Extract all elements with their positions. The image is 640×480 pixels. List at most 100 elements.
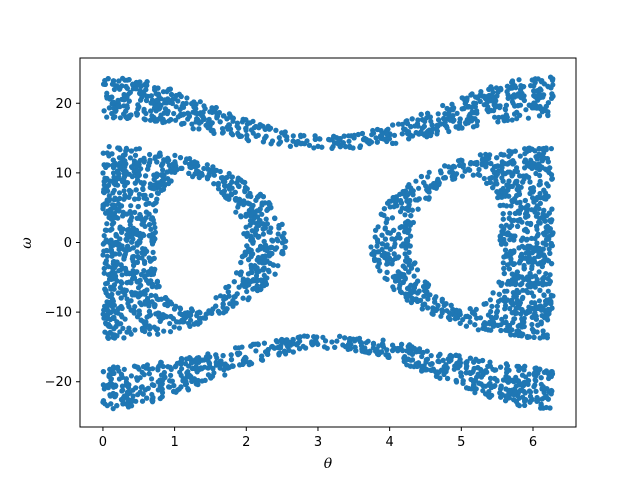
scatter-point: [520, 294, 526, 300]
scatter-point: [119, 280, 125, 286]
scatter-point: [136, 285, 142, 291]
scatter-point: [461, 105, 467, 112]
scatter-point: [248, 253, 254, 260]
scatter-point: [512, 332, 518, 338]
scatter-point: [408, 186, 414, 193]
scatter-point: [140, 186, 146, 192]
scatter-point: [401, 355, 407, 361]
scatter-point: [491, 170, 497, 176]
scatter-point: [152, 200, 158, 206]
scatter-point: [147, 117, 154, 123]
scatter-point: [379, 241, 385, 247]
scatter-point: [147, 181, 153, 187]
scatter-point: [108, 310, 114, 316]
scatter-point: [148, 108, 154, 114]
scatter-point: [199, 378, 205, 384]
scatter-point: [198, 172, 204, 178]
scatter-point: [429, 122, 435, 128]
scatter-point: [115, 97, 121, 103]
scatter-point: [439, 307, 445, 313]
scatter-point: [359, 130, 365, 137]
scatter-point: [175, 114, 181, 120]
scatter-point: [228, 357, 235, 363]
scatter-point: [412, 282, 418, 288]
scatter-point: [234, 123, 240, 129]
scatter-point: [498, 241, 505, 247]
scatter-point: [282, 244, 288, 250]
scatter-point: [381, 206, 387, 212]
scatter-point: [215, 186, 222, 192]
scatter-point: [111, 202, 117, 209]
scatter-point: [228, 352, 234, 358]
scatter-point: [522, 390, 528, 396]
scatter-point: [148, 226, 154, 232]
scatter-point: [163, 295, 169, 301]
scatter-point: [282, 349, 288, 355]
scatter-point: [128, 203, 134, 209]
scatter-point: [506, 178, 512, 184]
scatter-point: [493, 102, 499, 109]
scatter-point: [158, 172, 164, 178]
scatter-point: [181, 313, 187, 319]
scatter-point: [470, 382, 477, 389]
scatter-point: [488, 314, 494, 320]
scatter-point: [226, 186, 233, 192]
scatter-point: [548, 85, 554, 91]
scatter-point: [446, 110, 452, 116]
scatter-point: [215, 113, 221, 119]
scatter-point: [369, 132, 375, 138]
scatter-point: [463, 313, 469, 320]
scatter-point: [496, 279, 502, 285]
scatter-point: [416, 196, 422, 202]
scatter-point: [471, 365, 477, 372]
scatter-point: [458, 370, 464, 376]
scatter-point: [505, 95, 511, 101]
scatter-point: [168, 313, 174, 320]
scatter-point: [526, 334, 533, 340]
scatter-point: [384, 216, 390, 222]
scatter-point: [460, 380, 466, 386]
scatter-point: [116, 190, 123, 196]
scatter-point: [227, 113, 233, 119]
scatter-point: [152, 224, 158, 231]
scatter-point: [447, 316, 453, 322]
scatter-point: [425, 174, 431, 180]
scatter-point: [508, 299, 514, 305]
scatter-point: [146, 211, 152, 217]
scatter-point: [171, 324, 177, 330]
scatter-point: [226, 170, 232, 177]
scatter-point: [211, 172, 217, 178]
scatter-point: [172, 364, 179, 370]
scatter-point: [407, 197, 413, 204]
scatter-point: [172, 152, 178, 158]
scatter-point: [366, 350, 372, 356]
scatter-point: [498, 151, 504, 157]
scatter-point: [277, 139, 283, 146]
scatter-point: [104, 280, 110, 286]
scatter-point: [387, 246, 394, 252]
scatter-point: [424, 115, 430, 121]
scatter-point: [106, 144, 112, 150]
scatter-point: [508, 203, 514, 209]
scatter-point: [100, 311, 106, 317]
scatter-point: [106, 373, 112, 379]
scatter-point: [488, 327, 494, 333]
scatter-point: [115, 290, 121, 296]
scatter-point: [237, 272, 244, 278]
scatter-point: [409, 207, 415, 213]
scatter-point: [475, 327, 481, 333]
scatter-point: [370, 127, 376, 134]
scatter-point: [132, 327, 138, 333]
scatter-point: [542, 232, 548, 238]
scatter-point: [442, 163, 448, 169]
scatter-point: [507, 237, 513, 243]
scatter-point: [124, 85, 130, 91]
scatter-point: [403, 258, 409, 264]
scatter-point: [420, 349, 426, 356]
scatter-point: [280, 251, 286, 257]
scatter-point: [103, 288, 109, 294]
scatter-point: [146, 323, 152, 329]
scatter-point: [390, 122, 396, 128]
scatter-point: [368, 244, 374, 250]
